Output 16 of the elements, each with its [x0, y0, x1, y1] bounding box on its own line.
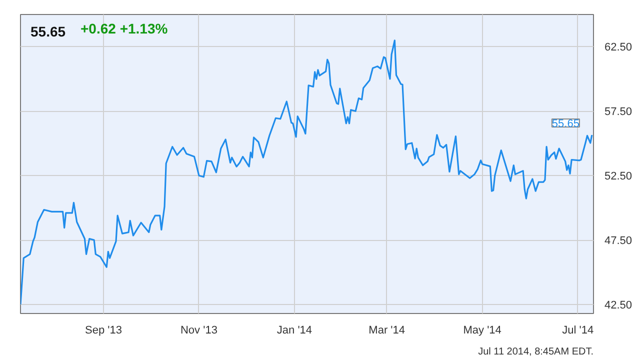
line-series: [20, 40, 593, 306]
x-tick-label: Sep '13: [84, 324, 122, 336]
y-tick-label: 42.50: [604, 299, 632, 312]
text: +0.62 +1.13%: [80, 20, 168, 36]
text: Jul 11 2014, 8:45AM EDT.: [478, 346, 594, 358]
y-tick-label: 62.50: [604, 42, 632, 54]
text: 55.65: [30, 24, 66, 40]
x-tick-label: Mar '14: [368, 324, 406, 336]
annotation: 55.65: [552, 118, 580, 130]
x-tick-label: Nov '13: [180, 324, 218, 336]
x-tick-label: Jul '14: [562, 324, 594, 336]
x-tick-label: Jan '14: [276, 324, 312, 336]
y-tick-label: 52.50: [604, 170, 632, 183]
x-tick-label: May '14: [463, 324, 502, 336]
y-tick-label: 47.50: [604, 235, 632, 248]
y-tick-label: 57.50: [604, 106, 632, 118]
